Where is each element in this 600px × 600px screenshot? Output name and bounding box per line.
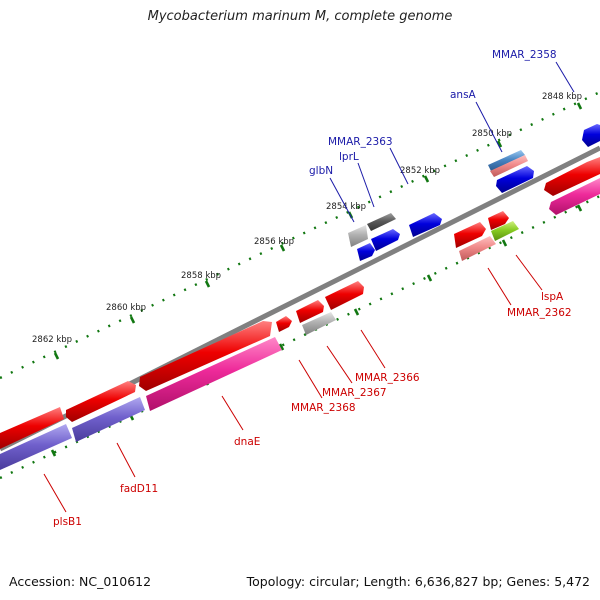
gene-reverse — [276, 316, 292, 332]
gene-label: MMAR_2363 — [328, 136, 393, 148]
leader-line — [221, 395, 244, 431]
reverse-genes — [0, 157, 600, 470]
gene-forward — [371, 229, 400, 251]
leader-line — [475, 101, 503, 153]
major-tick — [129, 316, 136, 324]
inner-tick-track — [0, 194, 600, 480]
major-tick — [353, 308, 360, 316]
leader-line — [515, 254, 543, 291]
tick-label: 2852 kbp — [400, 166, 440, 176]
tick-label: 2858 kbp — [181, 271, 221, 281]
gene-reverse — [302, 312, 336, 335]
gene-label: lprL — [339, 151, 359, 163]
major-tick — [279, 244, 286, 252]
tick-label: 2860 kbp — [106, 303, 146, 313]
gene-label: lspA — [541, 291, 564, 303]
reverse-labels: lspA MMAR_2362 MMAR_2366 MMAR_2367 MMAR_… — [43, 254, 572, 528]
gene-label: plsB1 — [53, 516, 82, 528]
tick-label: 2850 kbp — [472, 129, 512, 139]
tick-label: 2856 kbp — [254, 237, 294, 247]
gene-reverse — [491, 221, 519, 241]
gene-label: MMAR_2366 — [355, 372, 420, 384]
gene-reverse — [139, 321, 272, 391]
gene-reverse — [146, 337, 282, 411]
leader-line — [329, 177, 355, 223]
gene-forward — [409, 213, 442, 237]
forward-genes — [348, 124, 600, 261]
leader-line — [357, 162, 375, 208]
gene-label: fadD11 — [120, 483, 158, 495]
gene-label: MMAR_2368 — [291, 402, 356, 414]
leader-line — [487, 267, 512, 306]
leader-line — [326, 345, 353, 384]
tick-label: 2862 kbp — [32, 335, 72, 345]
gene-reverse — [0, 407, 64, 449]
gene-reverse — [72, 397, 145, 442]
major-tick — [576, 102, 583, 110]
leader-line — [43, 473, 67, 513]
major-tick — [50, 449, 57, 457]
major-tick — [204, 280, 211, 288]
gene-label: MMAR_2358 — [492, 49, 557, 61]
gene-forward — [348, 225, 368, 247]
gene-reverse — [296, 300, 324, 323]
gene-forward — [488, 150, 525, 171]
major-tick — [426, 274, 433, 282]
major-tick — [576, 204, 583, 212]
gene-reverse — [66, 381, 136, 422]
accession-text: Accession: NC_010612 — [9, 574, 152, 589]
gene-forward — [582, 124, 600, 147]
gene-reverse — [325, 281, 364, 310]
gene-reverse — [454, 222, 486, 248]
gene-label: dnaE — [234, 436, 260, 448]
gene-reverse — [544, 157, 600, 196]
major-tick — [501, 239, 508, 247]
major-tick — [496, 140, 503, 148]
gene-label: MMAR_2362 — [507, 307, 572, 319]
gene-reverse — [459, 236, 496, 261]
gene-forward — [490, 155, 528, 177]
leader-line — [360, 329, 386, 369]
topology-text: Topology: circular; Length: 6,636,827 bp… — [246, 574, 590, 589]
gene-reverse — [549, 178, 600, 215]
gene-label: ansA — [450, 89, 477, 101]
gene-forward — [367, 213, 396, 231]
gene-label: MMAR_2367 — [322, 387, 387, 399]
major-tick — [53, 352, 60, 360]
gene-reverse — [488, 211, 509, 230]
forward-labels: MMAR_2358 ansA MMAR_2363 lprL glbN — [309, 49, 575, 223]
gene-reverse — [0, 424, 72, 470]
major-tick — [278, 343, 285, 351]
tick-label: 2848 kbp — [542, 92, 582, 102]
gene-label: glbN — [309, 165, 333, 177]
leader-line — [389, 147, 409, 185]
leader-line — [555, 61, 575, 93]
leader-line — [298, 359, 323, 399]
gene-forward — [357, 243, 375, 261]
map-title: Mycobacterium marinum M, complete genome — [147, 9, 453, 24]
gene-forward — [496, 166, 534, 193]
major-tick — [423, 175, 430, 183]
leader-line — [116, 442, 136, 478]
